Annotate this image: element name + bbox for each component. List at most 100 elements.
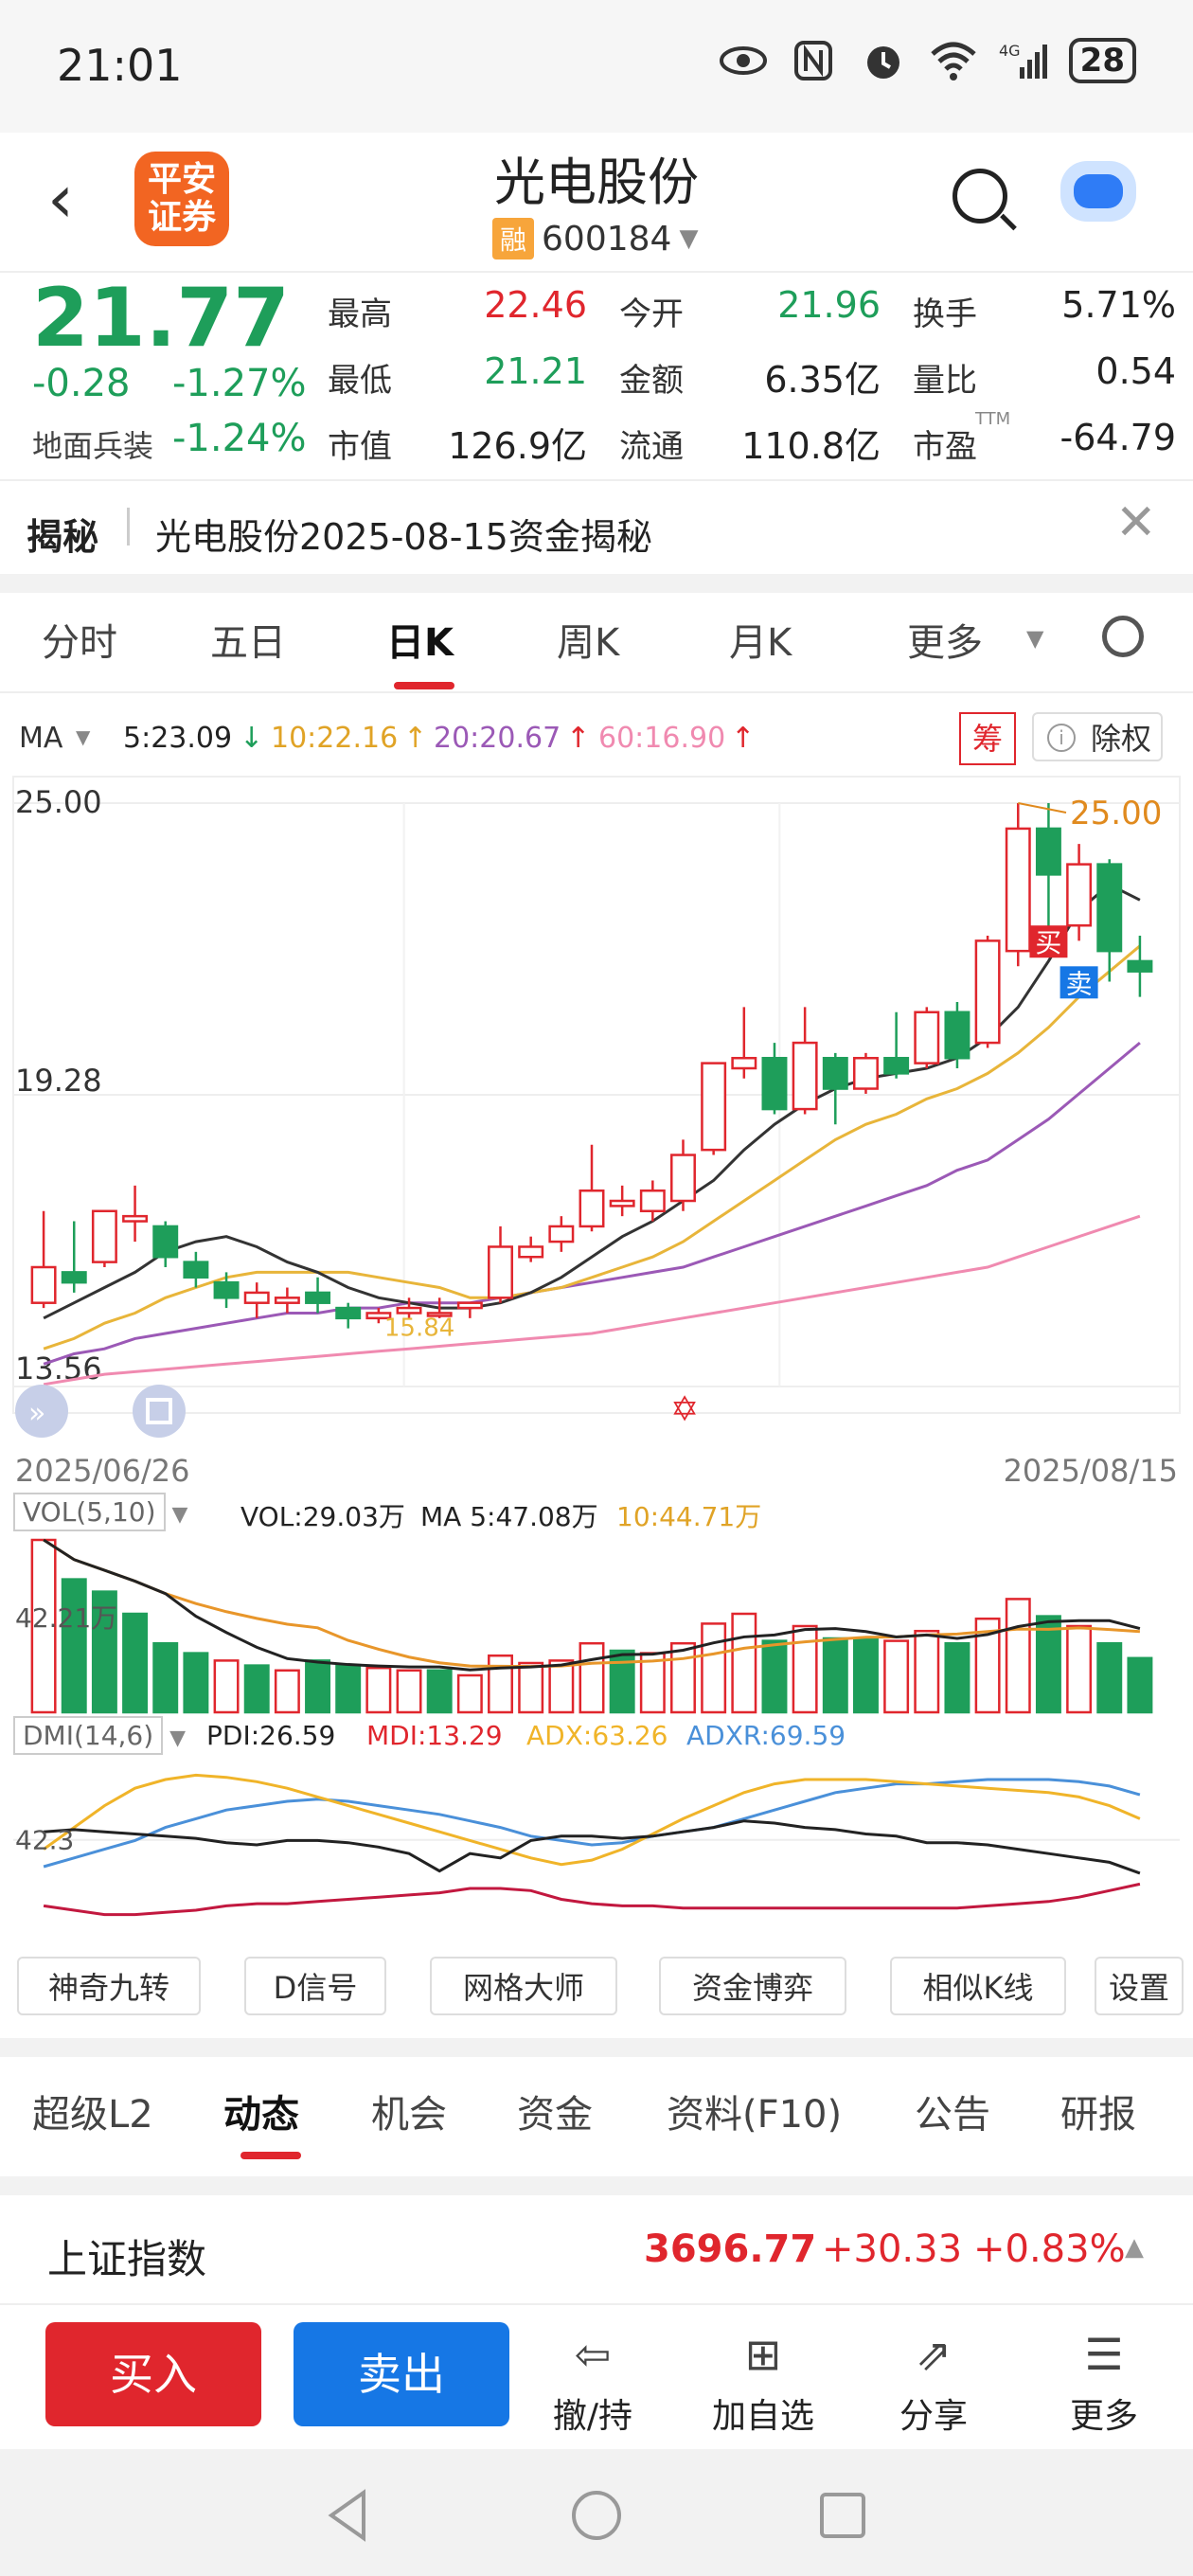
buy-marker [1029,925,1068,958]
high-price-label: 25.00 [1070,795,1162,832]
candle-body [914,1011,940,1064]
content-tab[interactable]: 公告 [915,2093,990,2137]
candle [609,1185,635,1217]
signal-icon: 4G [999,42,1047,79]
period-tab[interactable]: 月K [729,621,792,665]
candle-body [1035,827,1061,876]
expand-left-glyph: » [28,1397,45,1430]
candle-body [456,1301,483,1310]
sector-name[interactable]: 地面兵装 [32,428,154,464]
vol-indicator-selector[interactable]: VOL(5,10) ▼ [13,1493,187,1531]
status-time: 21:01 [57,40,183,91]
candle-body [639,1189,666,1213]
period-tab[interactable]: 周K [557,621,620,665]
candle-body [213,1280,240,1299]
candle [1005,803,1031,967]
candle [91,1209,117,1267]
cancel-hold-button[interactable]: ⇦ 撤/持 [526,2326,659,2438]
more-button[interactable]: ☰ 更多 [1038,2326,1170,2438]
candle [1066,844,1093,941]
candle [701,1062,727,1155]
tool-button[interactable]: 设置 [1095,1957,1184,2015]
candle [152,1221,179,1267]
fund-reveal-banner[interactable]: 揭秘 光电股份2025-08-15资金揭秘 [0,479,1193,574]
chevron-down-icon: ▼ [679,224,699,253]
tool-button[interactable]: 相似K线 [890,1957,1066,2015]
content-tab[interactable]: 动态 [223,2093,299,2137]
close-icon[interactable]: ✕ [1115,494,1157,551]
search-icon[interactable] [953,169,1007,224]
back-button[interactable]: ‹ [47,160,74,238]
index-ticker[interactable] [0,2195,1193,2305]
content-tab[interactable]: 资料(F10) [667,2093,843,2137]
quote-label: 最低 [328,362,392,400]
candle-body [518,1245,544,1259]
adx-line [43,1773,1141,1867]
quote-value: 21.96 [777,284,881,326]
nav-home-icon[interactable] [568,2487,625,2544]
battery-icon: 28 [1068,38,1136,83]
volume-bar [30,1538,57,1714]
assistant-robot-icon[interactable] [1060,161,1136,222]
stock-code: 600184 [542,219,672,259]
volume-bar [61,1578,87,1714]
gear-icon[interactable] [1102,616,1144,657]
stock-code-selector[interactable]: 融 600184 ▼ [492,218,698,259]
content-tab[interactable]: 超级L2 [32,2093,153,2137]
chevron-down-icon[interactable]: ▼ [1026,625,1044,652]
ma-selector[interactable]: MA [19,722,63,755]
tool-button[interactable]: 资金博弈 [659,1957,846,2015]
period-tab[interactable]: 日K [386,621,454,665]
candle [213,1272,240,1309]
svg-text:4G: 4G [999,42,1021,60]
period-tab[interactable]: 更多 [907,621,983,665]
candle [456,1301,483,1318]
sell-button[interactable]: 卖出 [294,2322,509,2426]
vol-legend-item: MA 5:47.08万 [420,1501,598,1532]
period-tab[interactable]: 分时 [42,621,117,665]
dmi-indicator-selector[interactable]: DMI(14,6) ▼ [13,1716,186,1755]
vol-y-tick: 42.21万 [15,1602,117,1634]
nav-recents-icon[interactable] [814,2487,871,2544]
candle-body [852,1056,879,1090]
ttm-superscript: TTM [975,409,1011,429]
kline-chart[interactable]: 25.00 19.28 13.56 25.00 15.84 买卖 » ✡ 2025/06/26 2… [0,0,1193,1941]
volume-bar [243,1664,270,1714]
candle [792,1007,818,1115]
vol-legend-item: 10:44.71万 [616,1501,762,1532]
candle-body [944,1011,970,1060]
content-tab[interactable]: 资金 [517,2093,593,2137]
section-gap [0,2176,1193,2195]
fullscreen-glyph [146,1398,172,1424]
quote-value: 5.71% [1061,284,1176,326]
quote-value: 22.46 [484,284,587,326]
chevron-up-icon[interactable]: ▲ [1125,2233,1144,2262]
price-change-pct: -1.27% [172,362,307,405]
candle [1127,936,1153,997]
candle-body [30,1265,57,1304]
wifi-icon [930,42,976,80]
add-watchlist-button[interactable]: ⊞ 加自选 [697,2326,829,2438]
high-price-pointer [1018,802,1067,814]
status-bar [0,0,1193,133]
volume-bar [335,1664,362,1714]
chart-frame [12,776,1181,1414]
candle [731,1007,757,1079]
ma-value: 60:16.90 [598,722,726,755]
content-tab[interactable]: 研报 [1060,2093,1136,2137]
tool-button[interactable]: D信号 [244,1957,386,2015]
share-icon: ⇗ [915,2329,953,2380]
buy-button[interactable]: 买入 [45,2322,261,2426]
margin-badge: 融 [492,218,535,259]
share-button[interactable]: ⇗ 分享 [867,2326,1000,2438]
content-tab[interactable]: 机会 [371,2093,447,2137]
price-change: -0.28 [32,362,131,405]
ex-rights-button[interactable]: 除权 [1032,712,1163,761]
chevron-down-icon[interactable]: ▼ [76,725,91,748]
chip-distribution-button[interactable]: 筹 [959,712,1016,765]
tool-button[interactable]: 神奇九转 [17,1957,201,2015]
period-tab[interactable]: 五日 [210,621,286,665]
tool-button[interactable]: 网格大师 [430,1957,617,2015]
volume-bar [822,1637,848,1714]
nav-back-icon[interactable] [322,2487,379,2544]
